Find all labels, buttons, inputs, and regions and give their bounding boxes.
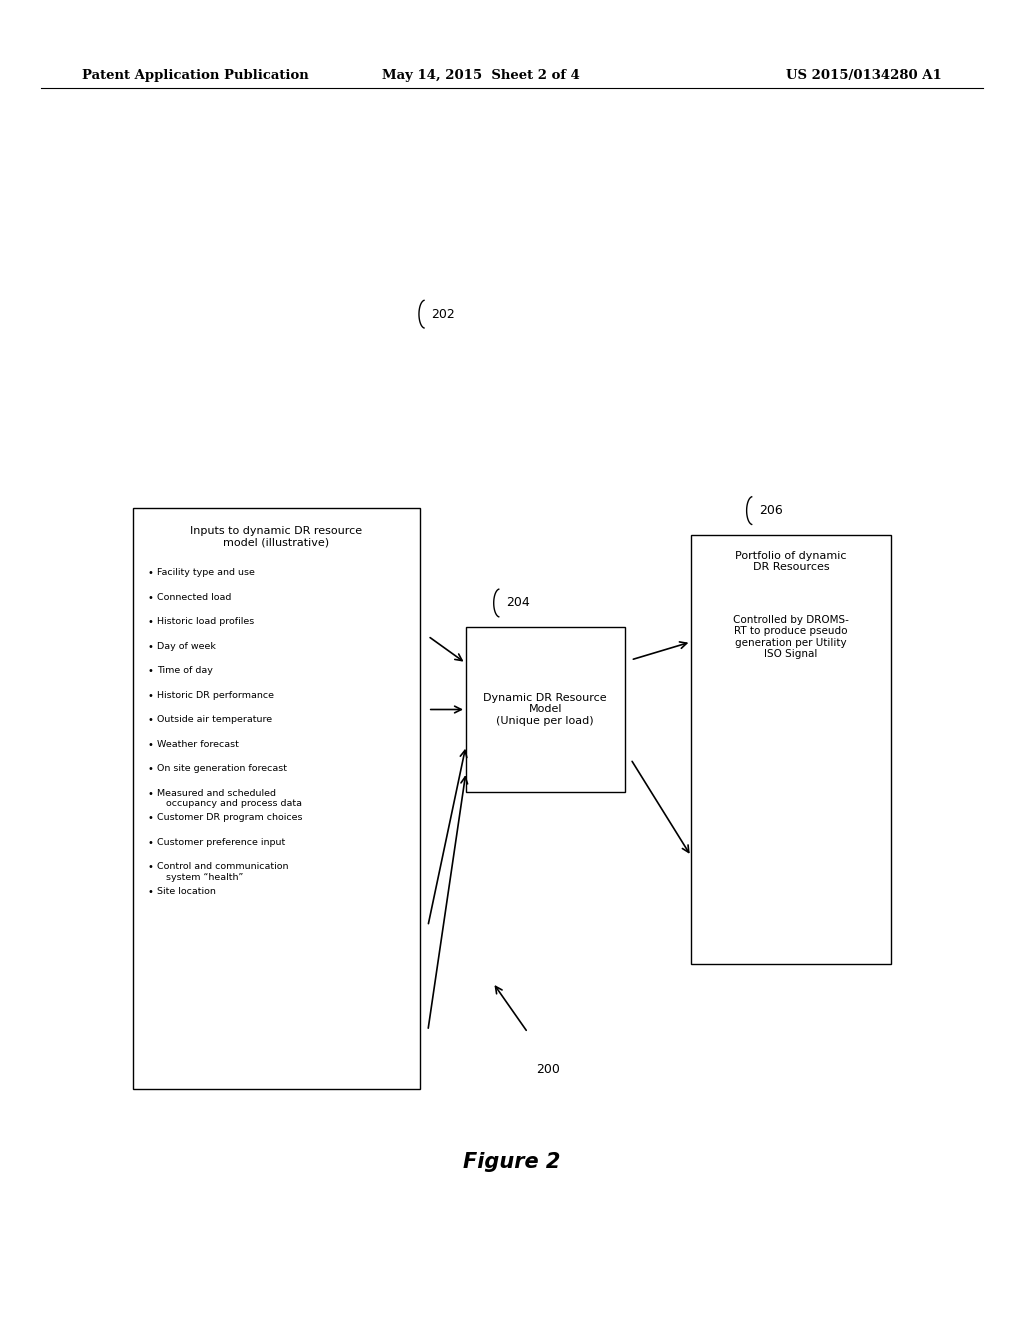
- Text: Patent Application Publication: Patent Application Publication: [82, 69, 308, 82]
- Text: Measured and scheduled
   occupancy and process data: Measured and scheduled occupancy and pro…: [157, 789, 302, 808]
- Text: Day of week: Day of week: [157, 642, 216, 651]
- Text: •: •: [147, 764, 153, 775]
- Bar: [466, 627, 625, 792]
- Text: Connected load: Connected load: [157, 593, 231, 602]
- Bar: [133, 508, 420, 1089]
- Text: •: •: [147, 593, 153, 603]
- Text: Facility type and use: Facility type and use: [157, 568, 255, 577]
- Text: Weather forecast: Weather forecast: [157, 739, 239, 748]
- Text: •: •: [147, 618, 153, 627]
- Text: •: •: [147, 568, 153, 578]
- Text: •: •: [147, 642, 153, 652]
- Text: Historic DR performance: Historic DR performance: [157, 690, 274, 700]
- Text: Control and communication
   system “health”: Control and communication system “health…: [157, 862, 289, 882]
- Text: Figure 2: Figure 2: [463, 1151, 561, 1172]
- Text: •: •: [147, 667, 153, 676]
- Text: •: •: [147, 887, 153, 896]
- Text: Inputs to dynamic DR resource
model (illustrative): Inputs to dynamic DR resource model (ill…: [190, 527, 362, 548]
- Text: •: •: [147, 690, 153, 701]
- Text: On site generation forecast: On site generation forecast: [157, 764, 287, 774]
- Text: 200: 200: [536, 1063, 560, 1076]
- Text: 202: 202: [431, 308, 455, 321]
- Text: Outside air temperature: Outside air temperature: [157, 715, 272, 725]
- Text: •: •: [147, 715, 153, 725]
- Text: Historic load profiles: Historic load profiles: [157, 618, 254, 626]
- Text: •: •: [147, 739, 153, 750]
- Text: •: •: [147, 838, 153, 847]
- Text: Portfolio of dynamic
DR Resources: Portfolio of dynamic DR Resources: [735, 550, 847, 572]
- Bar: [691, 535, 891, 964]
- Text: Dynamic DR Resource
Model
(Unique per load): Dynamic DR Resource Model (Unique per lo…: [483, 693, 607, 726]
- Text: Site location: Site location: [157, 887, 216, 896]
- Text: May 14, 2015  Sheet 2 of 4: May 14, 2015 Sheet 2 of 4: [382, 69, 581, 82]
- Text: Customer DR program choices: Customer DR program choices: [157, 813, 303, 822]
- Text: Time of day: Time of day: [157, 667, 213, 676]
- Text: 204: 204: [506, 597, 529, 610]
- Text: Controlled by DROMS-
RT to produce pseudo
generation per Utility
ISO Signal: Controlled by DROMS- RT to produce pseud…: [733, 615, 849, 660]
- Text: •: •: [147, 862, 153, 873]
- Text: US 2015/0134280 A1: US 2015/0134280 A1: [786, 69, 942, 82]
- Text: •: •: [147, 789, 153, 799]
- Text: •: •: [147, 813, 153, 824]
- Text: 206: 206: [759, 504, 782, 517]
- Text: Customer preference input: Customer preference input: [157, 838, 286, 846]
